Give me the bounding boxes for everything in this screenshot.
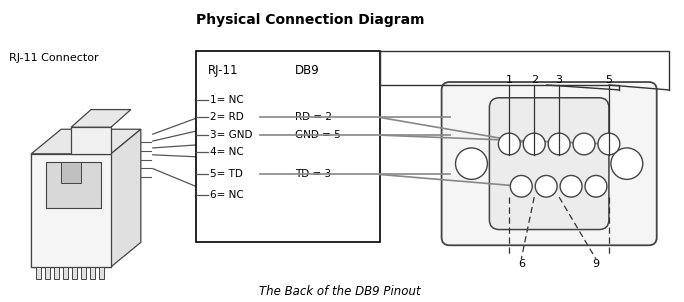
Text: 6= NC: 6= NC	[209, 190, 244, 200]
Text: 6: 6	[518, 259, 525, 269]
Circle shape	[456, 148, 488, 179]
Bar	[196, 50, 380, 242]
Polygon shape	[63, 267, 68, 279]
Polygon shape	[72, 267, 77, 279]
Polygon shape	[99, 267, 104, 279]
Text: 5: 5	[605, 75, 612, 85]
Polygon shape	[111, 129, 141, 267]
Text: TD = 3: TD = 3	[295, 169, 331, 179]
Polygon shape	[36, 267, 41, 279]
Polygon shape	[45, 267, 50, 279]
Text: Physical Connection Diagram: Physical Connection Diagram	[196, 13, 424, 27]
Text: 3= GND: 3= GND	[209, 130, 252, 140]
Circle shape	[611, 148, 643, 179]
Polygon shape	[31, 129, 141, 154]
Text: 5= TD: 5= TD	[209, 169, 242, 179]
Circle shape	[560, 175, 582, 197]
Text: 1: 1	[505, 75, 513, 85]
Text: 3: 3	[555, 75, 563, 85]
Circle shape	[585, 175, 607, 197]
Bar	[31, 154, 111, 267]
Circle shape	[535, 175, 557, 197]
Polygon shape	[47, 162, 101, 208]
Circle shape	[523, 133, 545, 155]
Polygon shape	[61, 162, 81, 183]
Text: The Back of the DB9 Pinout: The Back of the DB9 Pinout	[259, 284, 421, 298]
Text: 1= NC: 1= NC	[209, 95, 244, 105]
Polygon shape	[54, 267, 59, 279]
Text: GND = 5: GND = 5	[295, 130, 341, 140]
Circle shape	[573, 133, 595, 155]
Text: RJ-11 Connector: RJ-11 Connector	[10, 53, 99, 63]
FancyBboxPatch shape	[442, 82, 657, 245]
Polygon shape	[71, 110, 131, 127]
Text: DB9: DB9	[295, 64, 320, 77]
Circle shape	[598, 133, 620, 155]
Polygon shape	[71, 127, 111, 154]
Circle shape	[548, 133, 570, 155]
Text: RJ-11: RJ-11	[207, 64, 238, 77]
FancyBboxPatch shape	[489, 98, 609, 230]
Polygon shape	[90, 267, 95, 279]
Text: 2: 2	[531, 75, 538, 85]
Text: 9: 9	[592, 259, 600, 269]
Circle shape	[499, 133, 521, 155]
Text: 4= NC: 4= NC	[209, 147, 244, 157]
Text: 2= RD: 2= RD	[209, 112, 244, 122]
Text: RD = 2: RD = 2	[295, 112, 332, 122]
Polygon shape	[81, 267, 86, 279]
Circle shape	[510, 175, 532, 197]
